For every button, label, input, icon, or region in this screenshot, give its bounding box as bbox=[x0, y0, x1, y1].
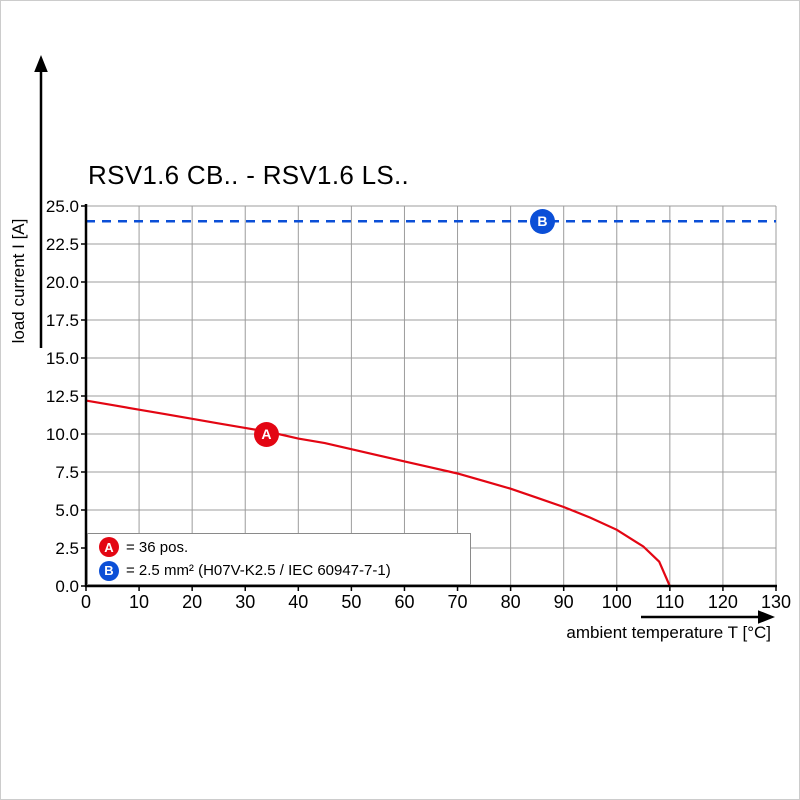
svg-text:100: 100 bbox=[602, 592, 632, 612]
series-a-curve bbox=[85, 399, 671, 587]
curve-marker-a: A bbox=[253, 421, 279, 447]
svg-text:0.0: 0.0 bbox=[55, 577, 79, 596]
svg-text:130: 130 bbox=[761, 592, 791, 612]
legend-item-b: B = 2.5 mm² (H07V-K2.5 / IEC 60947-7-1) bbox=[99, 560, 470, 581]
svg-text:5.0: 5.0 bbox=[55, 501, 79, 520]
svg-text:120: 120 bbox=[708, 592, 738, 612]
legend-badge-b: B bbox=[99, 560, 119, 581]
y-tick-labels: 0.0 2.5 5.0 7.5 10.0 12.5 15.0 17.5 20.0 22.5 25.0 bbox=[46, 197, 79, 596]
y-axis-arrow bbox=[34, 55, 48, 348]
legend-item-a: A = 36 pos. bbox=[99, 537, 470, 558]
legend-text-a: = 36 pos. bbox=[126, 538, 189, 556]
svg-text:0: 0 bbox=[81, 592, 91, 612]
legend: A = 36 pos. B = 2.5 mm² (H07V-K2.5 / IEC… bbox=[87, 533, 471, 585]
svg-text:20.0: 20.0 bbox=[46, 273, 79, 292]
x-axis-label: ambient temperature T [°C] bbox=[566, 623, 771, 642]
legend-text-b: = 2.5 mm² (H07V-K2.5 / IEC 60947-7-1) bbox=[126, 562, 391, 580]
svg-text:60: 60 bbox=[394, 592, 414, 612]
x-axis-arrow bbox=[641, 610, 775, 624]
svg-text:40: 40 bbox=[288, 592, 308, 612]
axis-ticks bbox=[81, 205, 777, 591]
chart-title: RSV1.6 CB.. - RSV1.6 LS.. bbox=[88, 160, 410, 190]
svg-text:15.0: 15.0 bbox=[46, 349, 79, 368]
svg-text:25.0: 25.0 bbox=[46, 197, 79, 216]
svg-text:10: 10 bbox=[129, 592, 149, 612]
svg-text:90: 90 bbox=[554, 592, 574, 612]
svg-text:30: 30 bbox=[235, 592, 255, 612]
svg-text:12.5: 12.5 bbox=[46, 387, 79, 406]
svg-text:22.5: 22.5 bbox=[46, 235, 79, 254]
svg-text:20: 20 bbox=[182, 592, 202, 612]
svg-text:10.0: 10.0 bbox=[46, 425, 79, 444]
y-axis-label: load current I [A] bbox=[9, 218, 28, 344]
legend-badge-a: A bbox=[99, 537, 119, 558]
gridlines bbox=[86, 205, 777, 586]
svg-text:2.5: 2.5 bbox=[55, 539, 79, 558]
svg-text:50: 50 bbox=[341, 592, 361, 612]
curve-marker-b: B bbox=[529, 208, 555, 234]
svg-text:110: 110 bbox=[655, 592, 684, 612]
svg-text:7.5: 7.5 bbox=[55, 463, 79, 482]
svg-text:17.5: 17.5 bbox=[46, 311, 79, 330]
svg-text:70: 70 bbox=[448, 592, 468, 612]
svg-text:80: 80 bbox=[501, 592, 521, 612]
x-tick-labels: 0 10 20 30 40 50 60 70 80 90 100 110 120 130 bbox=[81, 592, 791, 612]
